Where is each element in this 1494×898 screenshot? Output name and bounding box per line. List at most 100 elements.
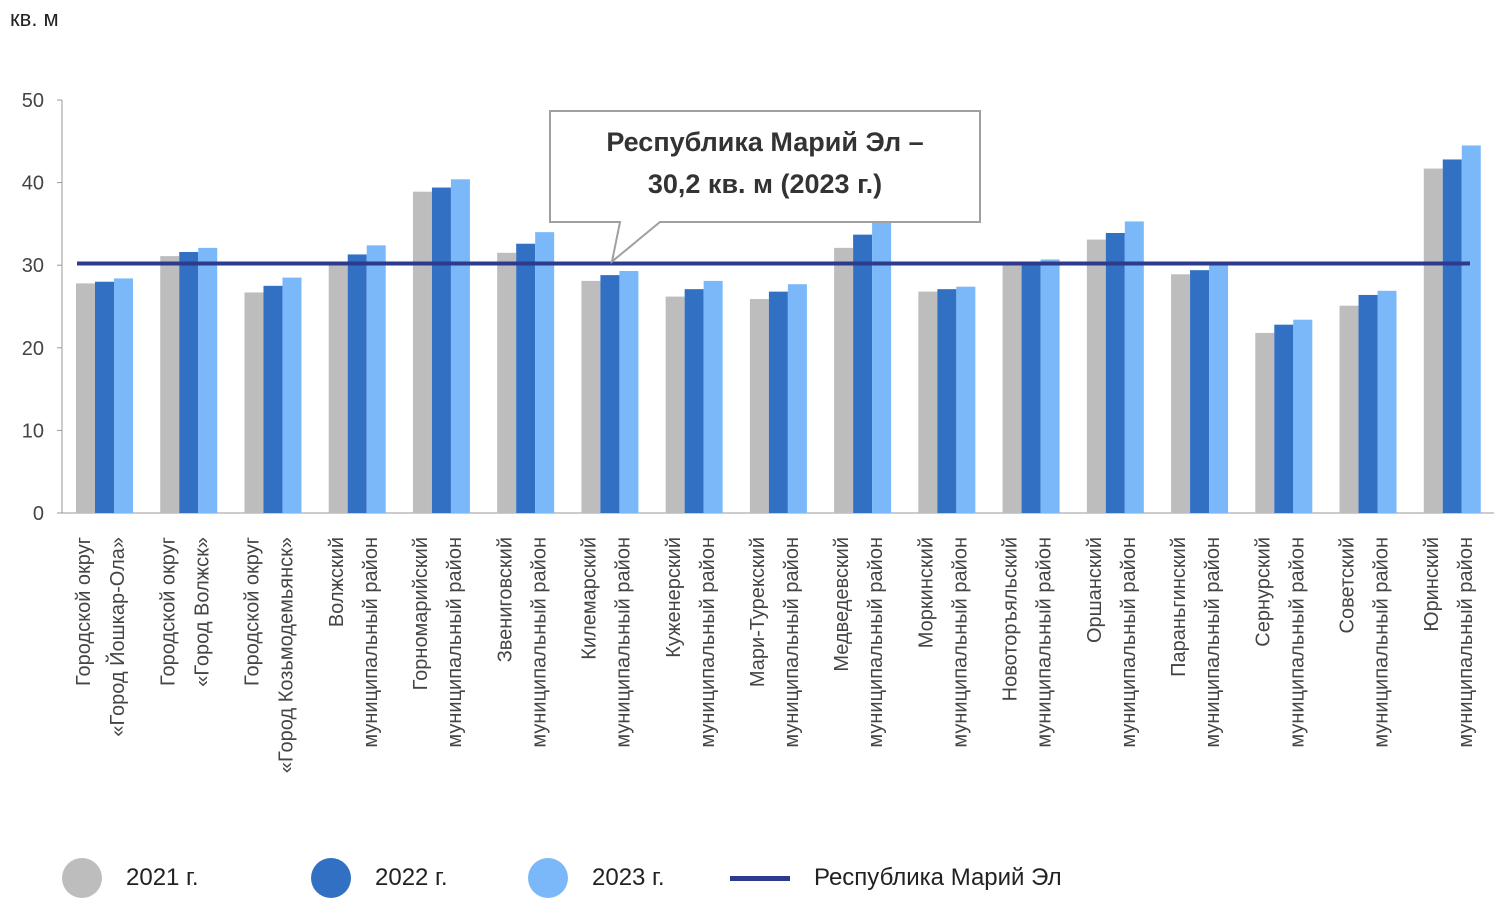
x-tick-label-7: Куженерский муниципальный район — [663, 537, 719, 748]
bar-1-cat-5 — [497, 252, 517, 513]
bar-1-cat-11 — [1002, 264, 1022, 513]
y-tick-label-0: 0 — [33, 503, 44, 525]
legend-item-2023: 2023 г. — [528, 858, 665, 898]
x-tick-label-line: Оршанский — [1084, 537, 1106, 643]
bar-2-cat-5 — [516, 243, 536, 513]
bar-3-cat-13 — [1209, 265, 1229, 513]
x-tick-label-11: Новоторъяльский муниципальный район — [1000, 537, 1056, 748]
x-tick-label-line: муниципальный район — [1118, 537, 1140, 748]
x-tick-label-line: Советский — [1337, 537, 1359, 633]
x-tick-label-line: муниципальный район — [613, 537, 635, 748]
x-tick-label-line: Звениговский — [494, 537, 516, 662]
x-tick-label-line: Горномарийский — [410, 537, 432, 690]
x-tick-label-line: Килемарский — [579, 537, 601, 660]
bar-2-cat-14 — [1274, 324, 1294, 513]
x-tick-label-line: муниципальный район — [949, 537, 971, 748]
bar-3-cat-15 — [1377, 290, 1397, 513]
x-tick-label-1: Городской округ «Город Волжск» — [157, 537, 213, 687]
bar-1-cat-6 — [581, 280, 601, 513]
legend-label-2021: 2021 г. — [126, 864, 199, 891]
x-tick-label-line: Сернурский — [1252, 537, 1274, 647]
y-tick-label-10: 10 — [22, 420, 44, 442]
bar-2-cat-12 — [1105, 232, 1125, 513]
legend-item-2021: 2021 г. — [62, 858, 199, 898]
legend-swatch-2022 — [311, 858, 351, 898]
x-tick-label-16: Юринский муниципальный район — [1421, 537, 1477, 748]
x-tick-label-line: Городской округ — [157, 537, 179, 686]
x-tick-label-line: «Город Йошкар-Ола» — [105, 537, 129, 737]
legend: 2021 г. 2022 г. 2023 г. Республика Марий… — [0, 858, 1494, 898]
x-tick-label-line: «Город Волжск» — [191, 537, 213, 687]
bar-3-cat-6 — [619, 270, 639, 513]
x-tick-label-line: муниципальный район — [360, 537, 382, 748]
x-tick-label-line: муниципальный район — [1202, 537, 1224, 748]
bar-1-cat-10 — [918, 291, 938, 513]
y-tick-label-30: 30 — [22, 255, 44, 277]
x-tick-label-line: муниципальный район — [528, 537, 550, 748]
legend-label-2023: 2023 г. — [592, 864, 665, 891]
bar-1-cat-7 — [665, 296, 685, 513]
bar-3-cat-4 — [450, 179, 470, 513]
bar-2-cat-11 — [1021, 261, 1041, 513]
x-tick-label-line: Моркинский — [915, 537, 937, 648]
x-tick-label-line: муниципальный район — [1455, 537, 1477, 748]
bar-3-cat-16 — [1461, 145, 1481, 513]
x-tick-label-9: Медведевский муниципальный район — [831, 537, 887, 748]
bar-2-cat-4 — [431, 187, 451, 513]
y-tick-label-40: 40 — [22, 173, 44, 195]
legend-swatch-2021 — [62, 858, 102, 898]
x-tick-label-line: Куженерский — [663, 537, 685, 658]
x-tick-label-line: Юринский — [1421, 537, 1443, 632]
x-tick-label-line: муниципальный район — [1286, 537, 1308, 748]
bar-3-cat-3 — [366, 245, 386, 513]
bar-chart: 0 10 20 30 40 50 Городской округ «Город Йошкар-… — [22, 90, 1494, 773]
x-tick-label-line: муниципальный район — [697, 537, 719, 748]
bar-1-cat-9 — [834, 247, 854, 513]
legend-label-2022: 2022 г. — [375, 864, 448, 891]
x-tick-label-line: муниципальный район — [1034, 537, 1056, 748]
bar-3-cat-5 — [535, 232, 555, 513]
bar-3-cat-12 — [1124, 221, 1144, 513]
legend-line-republic — [730, 875, 790, 881]
x-tick-label-4: Горномарийский муниципальный район — [410, 537, 466, 748]
x-tick-label-10: Моркинский муниципальный район — [915, 537, 971, 748]
x-tick-label-line: Новоторъяльский — [1000, 537, 1022, 701]
annotation-text-line-2: 30,2 кв. м (2023 г.) — [648, 169, 882, 199]
bar-3-cat-7 — [703, 280, 723, 513]
bar-2-cat-7 — [684, 289, 704, 513]
bar-2-cat-0 — [95, 281, 114, 513]
bar-1-cat-16 — [1423, 168, 1443, 514]
x-tick-label-5: Звениговский муниципальный район — [494, 537, 550, 748]
bar-2-cat-3 — [347, 254, 367, 513]
bar-3-cat-10 — [956, 286, 976, 513]
bar-1-cat-3 — [328, 263, 348, 513]
bar-2-cat-8 — [768, 291, 788, 513]
x-tick-label-line: Медведевский — [831, 537, 853, 672]
annotation-callout — [549, 110, 981, 265]
bar-1-cat-14 — [1255, 332, 1275, 513]
bar-1-cat-13 — [1171, 274, 1191, 513]
x-tick-label-8: Мари-Турекский муниципальный район — [747, 537, 803, 748]
bar-3-cat-11 — [1040, 259, 1060, 513]
x-tick-label-line: Мари-Турекский — [747, 537, 769, 687]
x-tick-label-3: Волжский муниципальный район — [326, 537, 382, 748]
bar-1-cat-4 — [412, 191, 432, 513]
bar-3-cat-2 — [282, 277, 302, 513]
x-tick-label-line: «Город Козьмодемьянск» — [276, 537, 298, 773]
bar-2-cat-6 — [600, 275, 620, 513]
bar-1-cat-15 — [1339, 305, 1359, 513]
bar-3-cat-0 — [114, 278, 133, 513]
x-tick-label-14: Сернурский муниципальный район — [1252, 537, 1308, 748]
bar-2-cat-10 — [937, 289, 957, 513]
x-tick-label-15: Советский муниципальный район — [1337, 537, 1393, 748]
bar-2-cat-2 — [263, 285, 283, 513]
bar-3-cat-1 — [198, 247, 218, 513]
bar-1-cat-1 — [160, 256, 180, 513]
x-tick-label-line: муниципальный район — [1371, 537, 1393, 748]
x-tick-label-line: муниципальный район — [444, 537, 466, 748]
x-tick-label-line: муниципальный район — [781, 537, 803, 748]
bar-1-cat-2 — [244, 292, 264, 513]
bar-3-cat-8 — [787, 284, 807, 513]
x-tick-label-line: Волжский — [326, 537, 348, 627]
x-tick-label-line: муниципальный район — [865, 537, 887, 748]
